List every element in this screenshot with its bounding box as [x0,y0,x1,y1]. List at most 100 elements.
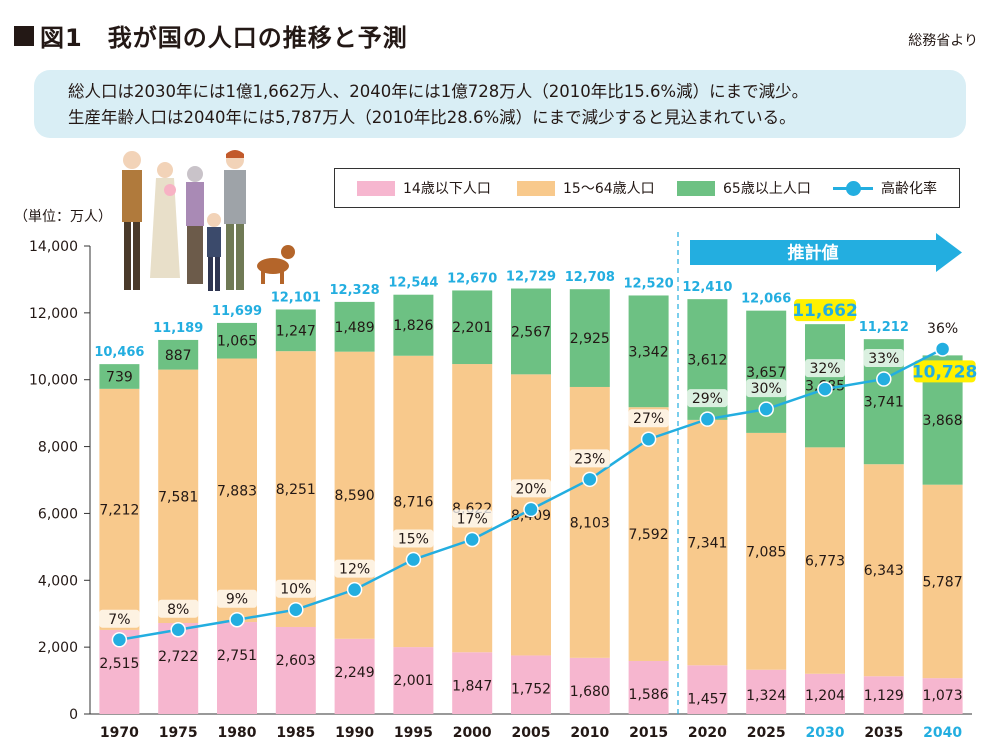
bar-total-label: 10,728 [912,362,978,382]
x-tick-label: 2040 [923,725,962,741]
bar-segment-working [922,484,963,679]
bar-label-young: 1,204 [805,688,845,704]
bar-label-working: 7,581 [158,489,198,505]
bar-total-label: 12,544 [388,276,438,291]
bar-label-working: 5,787 [923,574,963,590]
x-tick-label: 2015 [629,725,668,741]
x-tick-label: 2025 [747,725,786,741]
bar-segment-elderly [393,294,434,356]
x-tick-label: 1990 [335,725,374,741]
bar-label-elderly: 3,612 [687,353,727,369]
father-figure [224,150,246,290]
legend-line-ratio-icon [833,180,873,196]
bar-label-working: 7,883 [217,483,257,499]
ratio-point [699,411,716,427]
ratio-label: 15% [398,532,429,548]
bar-label-working: 6,343 [864,563,904,579]
bar-segment-young [569,657,610,714]
x-tick-label: 2035 [864,725,903,741]
bar-total-label: 12,101 [271,290,321,305]
x-tick-label: 2005 [512,725,551,741]
ratio-point [229,611,245,628]
bar-segment-working [99,388,140,630]
bar-segment-young [628,660,669,714]
mother-figure [150,162,180,278]
ratio-label-bg [922,318,963,337]
ratio-point [934,341,951,357]
bar-total-label: 12,520 [624,276,674,291]
ratio-label-bg [334,559,375,578]
ratio-label: 20% [515,481,546,497]
x-tick-label: 2010 [570,725,609,741]
bar-segment-young [511,655,551,714]
ratio-label-bg [393,529,434,548]
bar-label-young: 2,001 [393,673,433,689]
ratio-point [582,471,598,488]
bar-label-elderly: 2,201 [452,320,492,336]
total-highlight-bg [794,299,856,322]
x-tick-label: 1985 [276,725,315,741]
bar-segment-working [746,432,787,670]
bar-label-working: 7,212 [99,502,139,518]
bar-segment-young [393,647,434,714]
ratio-point [876,371,892,387]
bar-segment-working [863,464,904,677]
bar-label-elderly: 3,657 [746,365,786,381]
grandfather-figure [122,151,142,290]
bar-label-elderly: 739 [106,369,133,385]
bar-segment-young [805,673,845,714]
bar-segment-young [217,622,257,714]
ratio-label-bg [569,449,610,468]
bar-label-young: 1,073 [923,688,963,704]
bar-segment-working [393,355,434,648]
ratio-point [758,401,774,417]
ratio-label: 33% [868,351,899,367]
boy-figure [207,213,221,291]
legend-item-young: 14歳以下人口 [357,169,491,207]
bar-label-young: 1,586 [629,687,669,703]
bar-label-working: 7,085 [746,544,786,560]
x-tick-label: 1975 [159,725,198,741]
bar-segment-working [569,386,610,658]
family-illustration [122,150,295,291]
bar-segment-elderly [628,295,669,408]
ratio-label-bg [805,359,845,378]
bar-segment-elderly [452,290,493,365]
ratio-label: 32% [809,361,840,377]
bar-total-label: 11,212 [859,320,909,335]
bar-segment-working [452,364,493,653]
ratio-point [288,601,304,618]
bar-segment-elderly [158,339,199,370]
bar-segment-young [452,652,493,714]
bar-label-young: 1,680 [570,684,610,700]
bar-label-young: 2,249 [335,665,375,681]
summary-box: 総人口は2030年には1億1,662万人、2040年には1億728万人（2010… [34,70,966,138]
title-row: 図1 我が国の人口の推移と予測 [14,18,408,53]
x-tick-label: 1995 [394,725,433,741]
bar-total-label: 12,410 [682,280,732,295]
ratio-point [817,381,833,397]
legend-swatch-young [357,180,395,196]
ratio-point [170,622,186,638]
dog-figure [257,245,295,284]
ratio-label-bg [452,509,493,528]
legend-swatch-elderly [677,180,715,196]
ratio-label-bg [275,579,316,598]
ratio-label: 7% [108,612,130,628]
ratio-label: 23% [574,451,605,467]
legend-label-elderly: 65歳以上人口 [723,181,811,197]
chart-legend: 14歳以下人口 15～64歳人口 65歳以上人口 高齢化率 [334,168,960,208]
projection-label: 推計値 [788,243,839,264]
summary-line-1: 総人口は2030年には1億1,662万人、2040年には1億728万人（2010… [68,82,809,101]
bar-segment-working [217,358,257,623]
bar-label-young: 2,603 [276,653,316,669]
bar-segment-elderly [217,322,257,359]
y-tick-label: 6,000 [38,506,78,522]
bar-label-young: 1,847 [452,678,492,694]
bar-total-label: 10,466 [94,345,144,360]
bar-label-working: 8,716 [393,494,433,510]
bar-segment-young [746,669,787,714]
bar-label-young: 1,752 [511,681,551,697]
legend-label-ratio: 高齢化率 [881,181,937,197]
